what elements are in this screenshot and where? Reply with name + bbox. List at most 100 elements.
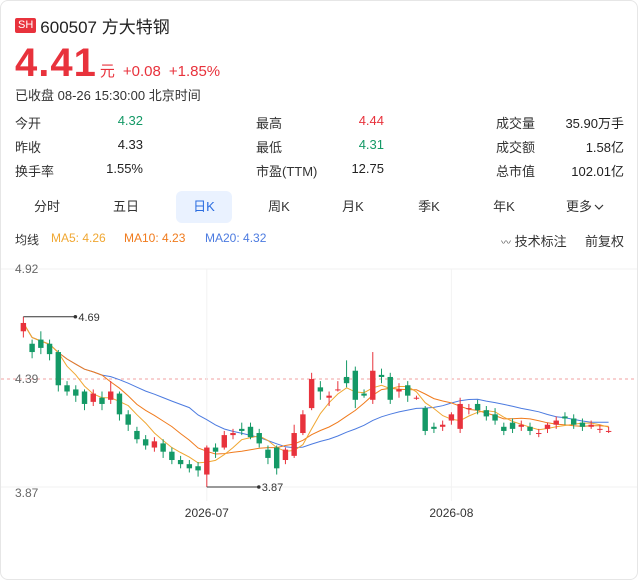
indicator-tool[interactable]: 〰 技术标注 (501, 231, 567, 250)
candle-body (81, 391, 88, 404)
candle-body (343, 376, 350, 384)
tab-2[interactable]: 日K (176, 191, 232, 223)
candle-body (579, 422, 586, 427)
annotation-label: 3.87 (262, 482, 283, 494)
stat-label: 换手率 (15, 164, 55, 179)
candle-body (64, 385, 70, 392)
candle-body (265, 449, 271, 458)
y-tick-label: 4.92 (15, 262, 39, 276)
stock-code-name[interactable]: 600507 方大特钢 (40, 18, 170, 37)
candle-body (553, 420, 559, 425)
candle-body (108, 391, 114, 400)
candle-body (256, 433, 262, 444)
price-row: 4.41 元 +0.08 +1.85% (15, 41, 220, 86)
stat-label: 成交量 (496, 116, 536, 131)
stock-title-row: SH 600507 方大特钢 (15, 13, 170, 38)
ma20-line (22, 322, 609, 449)
candle-body (352, 370, 359, 400)
candle-body (483, 410, 490, 417)
stat-value: 35.90万手 (565, 116, 624, 131)
ma20-legend: MA20: 4.32 (205, 231, 267, 245)
candle-body (177, 460, 184, 465)
candle-body (308, 379, 315, 409)
stat-label: 今开 (15, 116, 42, 131)
stat-value: 1.55% (106, 161, 143, 176)
candle-body (370, 370, 376, 400)
stat-value: 1.58亿 (585, 140, 624, 155)
tab-0[interactable]: 分时 (19, 191, 75, 223)
candle-body (204, 447, 210, 475)
candle-body (55, 352, 62, 386)
candle-body (361, 393, 367, 396)
adjust-toggle[interactable]: 前复权 (585, 234, 625, 249)
candle-body (570, 418, 577, 425)
candle-body (335, 389, 341, 391)
candle-body (466, 408, 472, 410)
ma10-line (22, 322, 609, 455)
market-status: 已收盘 08-26 15:30:00 北京时间 (15, 88, 201, 103)
stat-label: 最高 (256, 116, 283, 131)
candle-body (396, 389, 402, 392)
candle-body (474, 403, 481, 411)
candle-body (518, 424, 524, 427)
candle-body (413, 397, 420, 399)
stat-value: 4.32 (117, 113, 143, 128)
tab-5[interactable]: 季K (401, 191, 457, 223)
candle-body (46, 343, 53, 355)
candle-body (125, 414, 131, 425)
stat-label: 最低 (256, 140, 283, 155)
candle-body (151, 441, 158, 448)
tab-1[interactable]: 五日 (98, 191, 154, 223)
candle-body (99, 397, 105, 404)
annotation-label: 4.69 (78, 312, 99, 324)
candle-body (20, 322, 27, 332)
candle-body (597, 428, 603, 430)
chevron-down-icon (592, 199, 604, 214)
candle-body (300, 414, 306, 434)
candle-body (536, 433, 542, 435)
candle-body (239, 428, 245, 431)
candle-body (134, 430, 140, 440)
indicator-icon: 〰 (501, 238, 511, 249)
stat-value: 4.31 (358, 137, 384, 152)
candle-body (38, 339, 44, 348)
price-change-pct: +1.85% (168, 63, 221, 80)
candle-body (588, 424, 594, 427)
tab-4[interactable]: 月K (325, 191, 381, 223)
candle-body (160, 443, 166, 452)
candle-body (169, 451, 175, 461)
candle-body (291, 433, 297, 456)
candle-body (405, 385, 411, 396)
ma5-legend: MA5: 4.26 (51, 231, 106, 245)
stat-label: 成交额 (496, 140, 536, 155)
candle-body (448, 414, 455, 421)
annotation-dot (73, 314, 78, 319)
candle-body (431, 426, 437, 429)
stat-value: 4.44 (358, 113, 384, 128)
annotation-dot (257, 485, 261, 489)
candle-body (195, 466, 201, 471)
price-unit: 元 (99, 63, 115, 80)
kline-chart[interactable]: 4.92 4.39 3.87 2026-07 2026-08 4.69 3.87 (1, 253, 637, 525)
market-badge: SH (15, 18, 37, 33)
candle-body (142, 439, 149, 446)
tab-6[interactable]: 年K (476, 191, 532, 223)
tab-label: 年K (493, 199, 515, 214)
current-price: 4.41 (15, 41, 97, 85)
period-tabs: 分时 五日 日K 周K 月K 季K 年K 更多 (1, 191, 637, 223)
candle-body (326, 395, 332, 398)
tab-label: 分时 (33, 199, 60, 214)
tab-7[interactable]: 更多 (557, 191, 613, 223)
candle-body (273, 447, 280, 469)
candle-body (282, 449, 289, 461)
candle-body (457, 403, 463, 429)
ma-legend-title: 均线 (15, 233, 40, 247)
candle-body (247, 426, 254, 438)
stat-label: 总市值 (496, 164, 536, 179)
tab-label: 季K (418, 199, 440, 214)
candle-body (230, 433, 236, 436)
tab-3[interactable]: 周K (251, 191, 307, 223)
candle-body (73, 389, 79, 396)
tab-label: 日K (193, 199, 215, 214)
